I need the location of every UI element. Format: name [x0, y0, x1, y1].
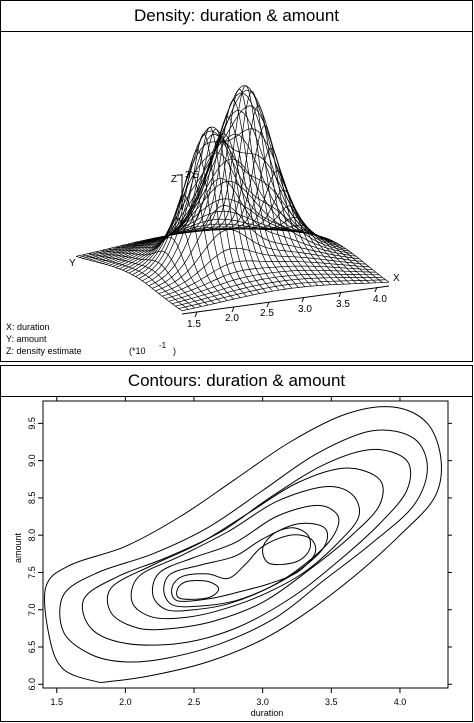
mesh-line-x — [114, 217, 222, 303]
contour-line-3 — [81, 448, 412, 646]
mesh-line-x — [244, 205, 351, 285]
contour-line-7 — [163, 522, 329, 608]
mesh-line-x — [88, 253, 196, 309]
mesh-line-x — [121, 195, 228, 301]
x-axis-letter: X — [393, 273, 400, 284]
mesh-line-x — [270, 227, 377, 284]
contour-line-2 — [59, 429, 428, 663]
surface-axes — [177, 174, 390, 318]
scale-exponent: -1 — [159, 341, 167, 350]
mesh-line-x — [192, 88, 299, 288]
x-tick-3 — [266, 301, 270, 308]
x-tick-label: 1.5 — [187, 319, 201, 330]
contour-line-8 — [171, 534, 317, 602]
x-tick-label: 2.0 — [225, 313, 239, 324]
y-tick-label: 8.0 — [27, 529, 37, 542]
mesh-line-x — [140, 133, 247, 297]
mesh-line-x — [198, 85, 306, 288]
density-title: Density: duration & amount — [1, 1, 472, 32]
y-tick-label: 6.5 — [27, 641, 37, 654]
contour-line-10 — [262, 527, 312, 566]
mesh-line-x — [172, 133, 280, 291]
x-tick-label: 1.5 — [50, 697, 63, 707]
x-tick-label: 3.0 — [298, 304, 312, 315]
mesh-line-x — [185, 99, 293, 289]
z-axis-letter: Z — [171, 174, 177, 185]
x-tick-4 — [301, 296, 305, 303]
y-axis-letter: Y — [69, 258, 76, 269]
x-tick-label: 3.0 — [256, 697, 269, 707]
density-panel: Density: duration & amount Z 3.5 Y X 1.5… — [0, 0, 473, 362]
scale-note: (*10 — [129, 346, 146, 356]
y-tick-label: 7.0 — [27, 603, 37, 616]
mesh-line-x — [224, 148, 332, 286]
mesh-line-y — [168, 269, 376, 302]
mesh-line-x — [166, 141, 273, 292]
x-axis-label: duration — [251, 708, 284, 718]
z-tick-label: 3.5 — [185, 170, 199, 181]
mesh-line-x — [237, 189, 344, 285]
x-tick-label: 2.5 — [188, 697, 201, 707]
mesh-line-x — [108, 236, 215, 304]
y-tick-label: 6.0 — [27, 678, 37, 691]
mesh-line-x — [231, 170, 338, 285]
x-tick-label: 4.0 — [394, 697, 407, 707]
contour-ticks: 1.5 2.0 2.5 3.0 3.5 4.0 6.0 6.5 7.0 7.5 8.0 8.5 9.0 9… — [27, 397, 452, 707]
surface-mesh — [75, 85, 390, 312]
legend-line-y: Y: amount — [6, 334, 47, 344]
mesh-line-x — [127, 171, 235, 300]
x-tick-label: 2.5 — [260, 308, 274, 319]
mesh-line-x — [134, 149, 241, 298]
y-tick-label: 8.5 — [27, 492, 37, 505]
x-tick-6 — [374, 286, 378, 293]
contour-panel: Contours: duration & amount 1.5 2.0 2.5 3.0… — [0, 365, 473, 722]
mesh-line-x — [95, 251, 202, 307]
x-tick-label: 3.5 — [336, 299, 350, 310]
x-tick-label: 3.5 — [325, 697, 338, 707]
mesh-line-x — [153, 128, 260, 294]
mesh-line-x — [276, 227, 383, 283]
scale-close: ) — [173, 346, 176, 356]
mesh-line-x — [218, 125, 325, 286]
mesh-line-x — [205, 91, 312, 287]
x-tick-1 — [194, 311, 198, 318]
x-tick-5 — [338, 291, 342, 298]
contour-title: Contours: duration & amount — [1, 366, 472, 397]
mesh-line-x — [75, 255, 183, 312]
x-tick-label: 2.0 — [119, 697, 132, 707]
y-tick-label: 9.0 — [27, 454, 37, 467]
y-tick-label: 9.5 — [27, 417, 37, 430]
legend-line-x: X: duration — [6, 322, 50, 332]
mesh-line-x — [282, 227, 390, 283]
plot-frame — [42, 400, 449, 689]
mesh-line-x — [82, 254, 189, 310]
x-tick-label: 4.0 — [373, 294, 387, 305]
density-surface-plot: Z 3.5 Y X 1.5 2.0 2.5 3.0 3.5 4.0 X: dur… — [6, 85, 400, 356]
mesh-line-x — [160, 135, 267, 293]
mesh-line-y — [178, 279, 386, 309]
contour-line-1 — [44, 406, 442, 683]
mesh-line-x — [211, 105, 319, 286]
contour-lines — [44, 406, 442, 683]
y-tick-label: 7.5 — [27, 566, 37, 579]
x-tick-2 — [231, 306, 235, 313]
y-axis-label: amount — [13, 532, 23, 563]
mesh-line-y — [138, 126, 346, 279]
x-axis-line — [181, 285, 390, 315]
mesh-line-x — [101, 249, 209, 306]
contour-line-9 — [176, 580, 220, 600]
contour-line-5 — [130, 485, 360, 620]
contour-plot: 1.5 2.0 2.5 3.0 3.5 4.0 6.0 6.5 7.0 7.5 8.0 8.5 9.0 9… — [13, 397, 452, 718]
contour-line-6 — [151, 504, 340, 612]
contour-line-4 — [106, 467, 384, 631]
legend-line-z: Z: density estimate — [6, 346, 82, 356]
mesh-line-x — [179, 116, 286, 290]
